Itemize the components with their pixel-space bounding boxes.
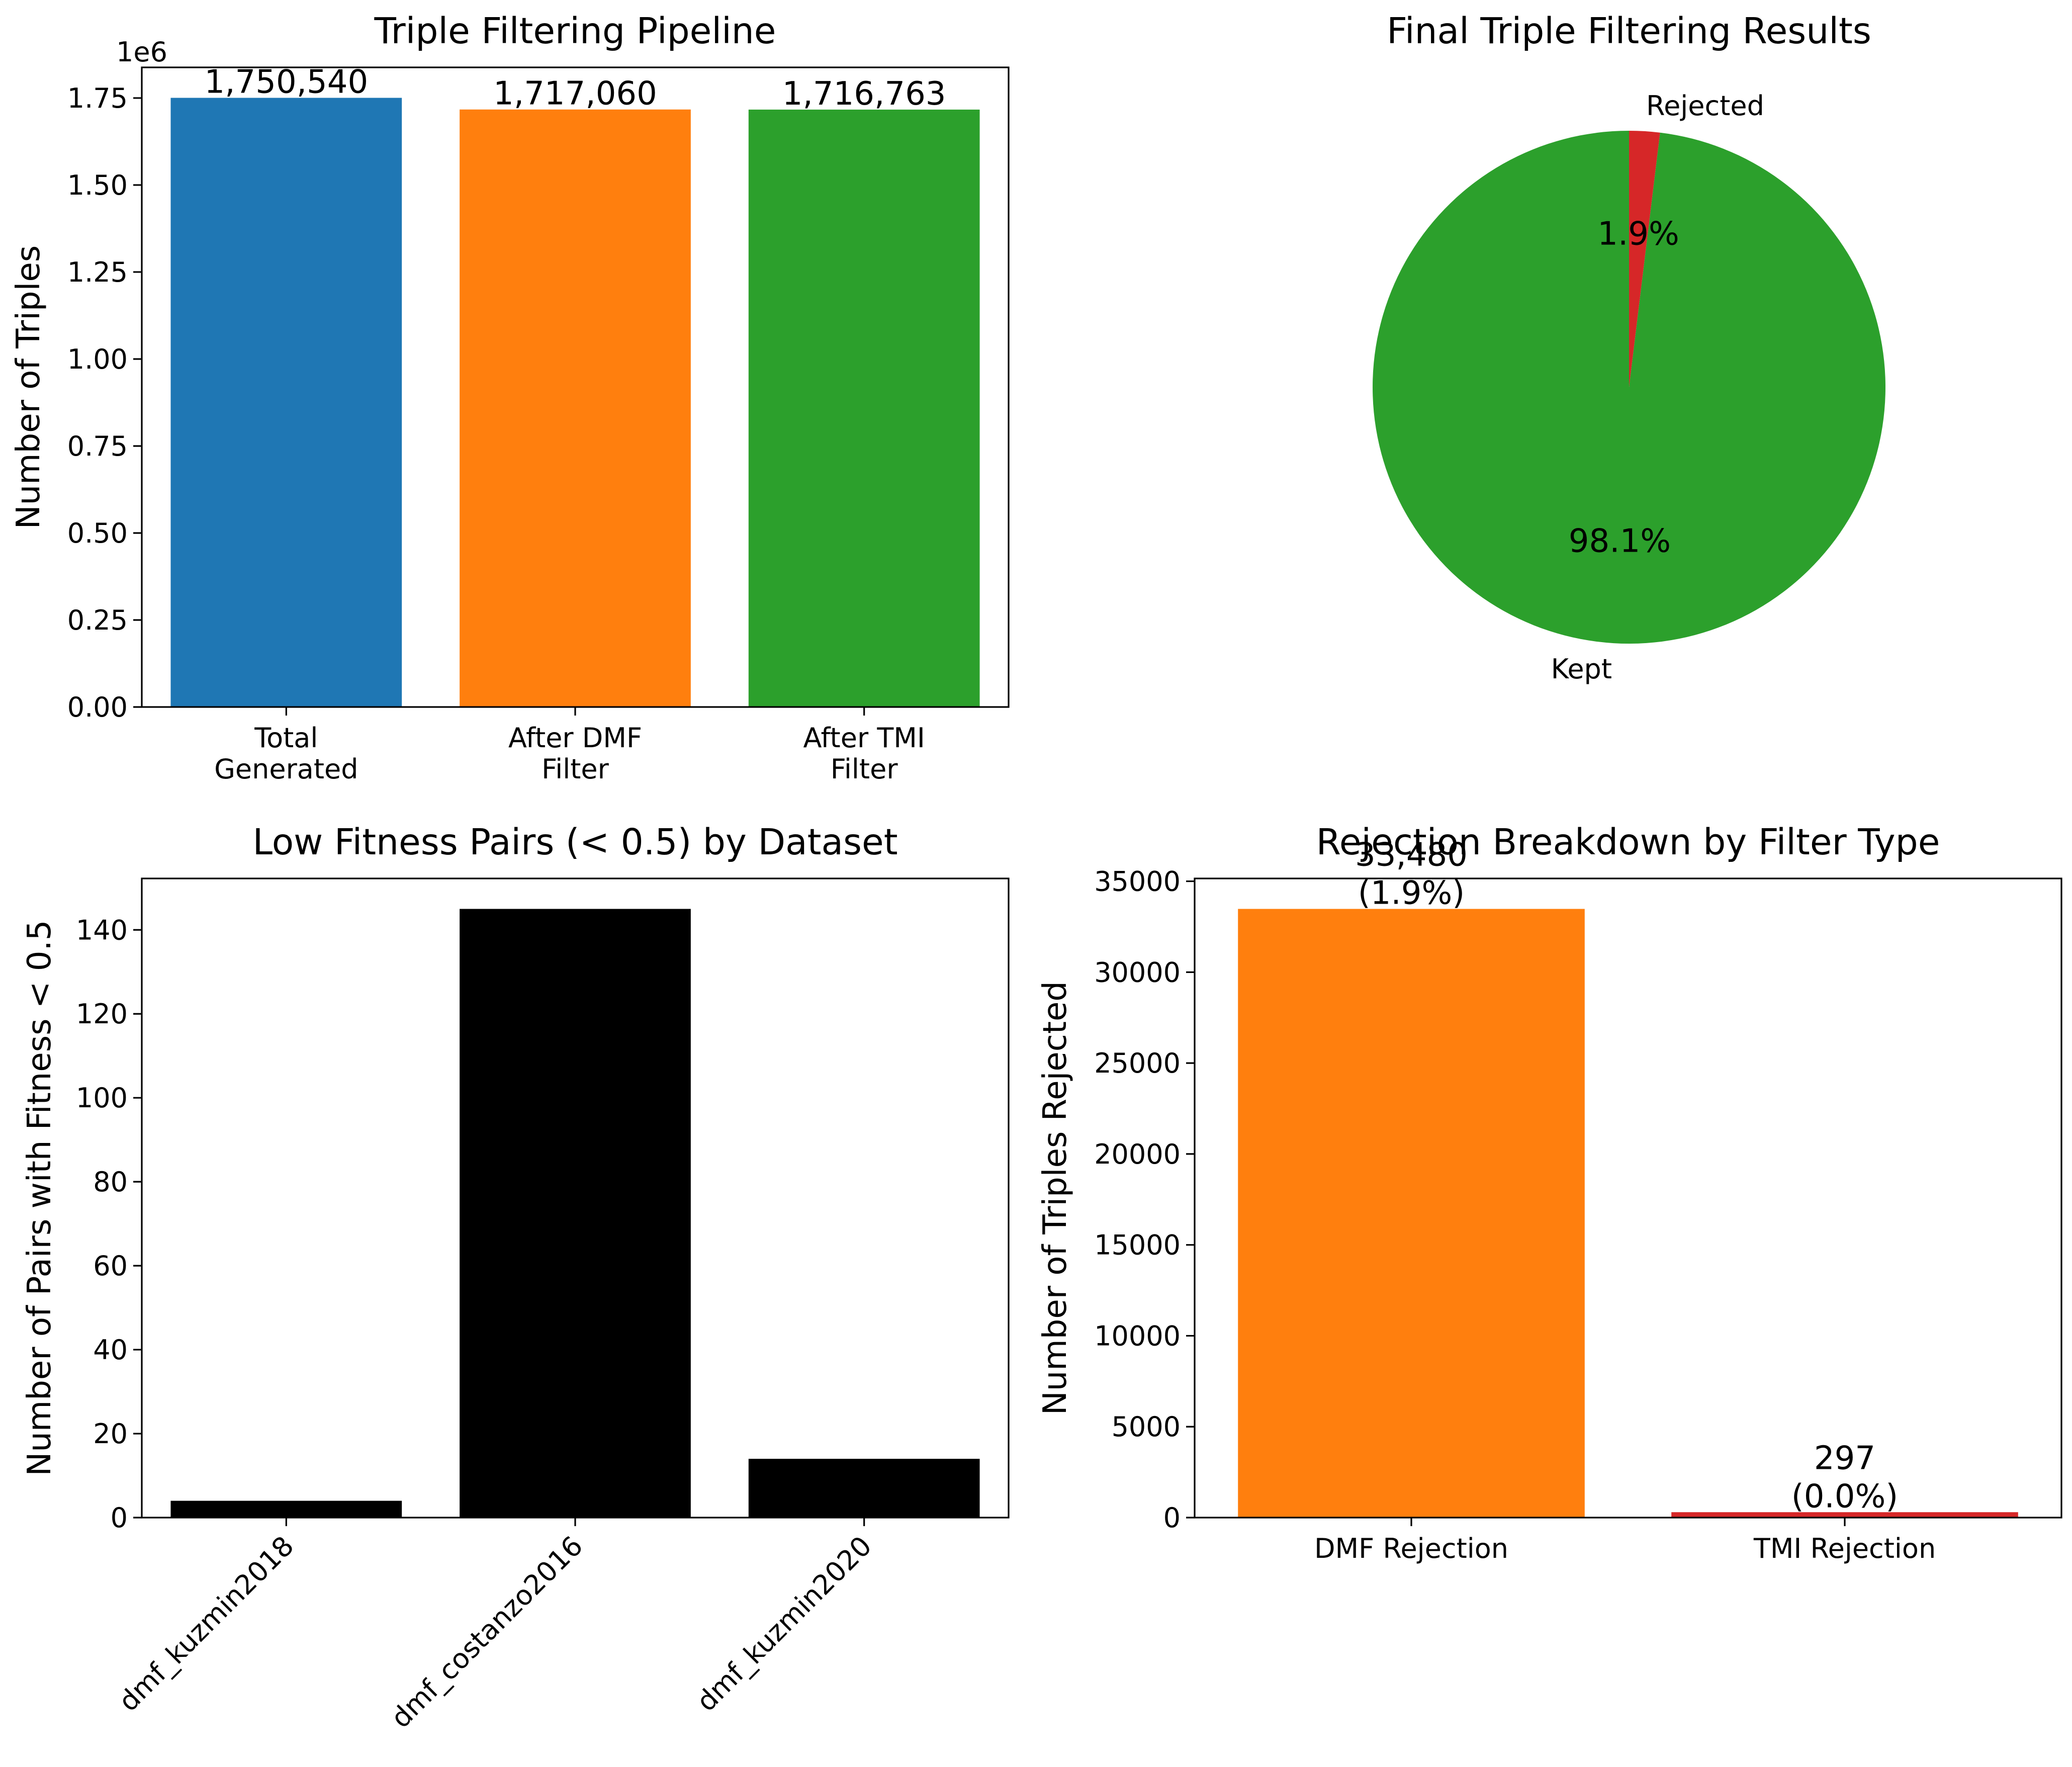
x-tick-label-0: dmf_kuzmin2018 xyxy=(113,1530,300,1718)
y-tick-label-7: 1.75 xyxy=(67,82,128,114)
bar-0 xyxy=(170,1500,402,1518)
text-line: 297 xyxy=(1814,1440,1875,1477)
chart-title: Final Triple Filtering Results xyxy=(1387,10,1871,52)
y-tick-label-4: 1.00 xyxy=(67,343,128,375)
text-line: 1,716,763 xyxy=(782,75,946,113)
data-label-0: 33,480 (1.9%) xyxy=(1355,837,1468,912)
x-tick-label-1: After DMF Filter xyxy=(508,722,642,785)
y-tick-label-3: 0.75 xyxy=(67,430,128,462)
pipeline-chart: 0.00 0.25 0.50 0.75 1.00 1.25 1.50 1.75 Total Gen… xyxy=(10,10,1010,785)
x-tick-label-0: Total Generated xyxy=(214,722,358,785)
y-tick-label-7: 140 xyxy=(76,914,128,946)
y-tick-label-1: 5000 xyxy=(1112,1411,1181,1443)
y-tick-label-2: 10000 xyxy=(1094,1320,1181,1352)
text-line: (1.9%) xyxy=(1358,875,1465,912)
text-line: 1,750,540 xyxy=(204,64,368,101)
pie-slice-0 xyxy=(1373,131,1886,644)
pie-label-1: Rejected xyxy=(1646,90,1764,122)
bar-0 xyxy=(1238,909,1585,1518)
pie-percent-1: 1.9% xyxy=(1597,216,1679,253)
y-tick-label-4: 80 xyxy=(93,1166,128,1198)
y-tick-label-5: 1.25 xyxy=(67,256,128,288)
y-tick-label-3: 60 xyxy=(93,1250,128,1282)
text-line: After TMI xyxy=(803,722,925,754)
y-tick-label-2: 0.50 xyxy=(67,517,128,549)
y-tick-label-5: 100 xyxy=(76,1082,128,1114)
y-axis-label: Number of Pairs with Fitness < 0.5 xyxy=(21,920,58,1476)
bar-1 xyxy=(460,909,691,1518)
y-tick-label-0: 0 xyxy=(111,1502,128,1534)
chart-title: Triple Filtering Pipeline xyxy=(374,10,776,52)
text-line: Filter xyxy=(542,753,609,785)
y-tick-label-4: 20000 xyxy=(1094,1138,1181,1170)
y-tick-label-6: 1.50 xyxy=(67,169,128,201)
pie-label-0: Kept xyxy=(1551,653,1612,685)
rejection-breakdown-chart: 0 5000 10000 15000 20000 25000 30000 35000 DMF R… xyxy=(1037,821,2062,1564)
bar-1 xyxy=(1671,1512,2018,1518)
y-tick-label-3: 15000 xyxy=(1094,1229,1181,1261)
data-label-0: 1,750,540 xyxy=(204,64,368,101)
text-line: Filter xyxy=(831,753,898,785)
bar-1 xyxy=(460,109,691,708)
y-offset-label: 1e6 xyxy=(116,36,167,68)
bar-2 xyxy=(748,109,980,707)
x-tick-label-1: dmf_costanzo2016 xyxy=(385,1530,589,1734)
y-tick-label-0: 0.00 xyxy=(67,691,128,723)
bar-0 xyxy=(170,98,402,708)
text-line: 33,480 xyxy=(1355,837,1468,874)
y-tick-label-6: 30000 xyxy=(1094,956,1181,988)
pie-percent-0: 98.1% xyxy=(1569,522,1671,560)
text-line: (0.0%) xyxy=(1791,1478,1899,1515)
y-tick-label-1: 0.25 xyxy=(67,604,128,636)
text-line: DMF Rejection xyxy=(1314,1533,1508,1564)
y-tick-label-7: 35000 xyxy=(1094,866,1181,898)
text-line: Total xyxy=(254,722,318,754)
data-label-2: 1,716,763 xyxy=(782,75,946,113)
text-line: Generated xyxy=(214,753,358,785)
data-label-1: 297 (0.0%) xyxy=(1791,1440,1899,1515)
chart-title: Rejection Breakdown by Filter Type xyxy=(1316,821,1940,863)
data-label-1: 1,717,060 xyxy=(493,75,657,113)
y-tick-label-0: 0 xyxy=(1163,1502,1181,1534)
axes-frame xyxy=(1194,877,2062,1519)
bar-2 xyxy=(748,1459,980,1518)
low-fitness-pairs-chart: 0 20 40 60 80 100 120 140 dmf_kuzmin2018 dmf_cost… xyxy=(21,821,1010,1734)
x-tick-label-0: DMF Rejection xyxy=(1314,1533,1508,1564)
text-line: 1,717,060 xyxy=(493,75,657,113)
y-axis-label: Number of Triples xyxy=(10,245,47,529)
y-tick-label-1: 20 xyxy=(93,1418,128,1450)
y-tick-label-5: 25000 xyxy=(1094,1047,1181,1079)
y-tick-label-6: 120 xyxy=(76,998,128,1030)
y-tick-label-2: 40 xyxy=(93,1334,128,1366)
x-tick-label-2: After TMI Filter xyxy=(803,722,925,785)
text-line: After DMF xyxy=(508,722,642,754)
y-axis-label: Number of Triples Rejected xyxy=(1037,981,1074,1415)
x-tick-label-1: TMI Rejection xyxy=(1753,1533,1936,1564)
text-line: TMI Rejection xyxy=(1753,1533,1936,1564)
chart-title: Low Fitness Pairs (< 0.5) by Dataset xyxy=(252,821,897,863)
x-tick-label-2: dmf_kuzmin2020 xyxy=(690,1530,878,1718)
filtering-results-pie-chart: Kept 98.1% Rejected 1.9% Final Triple Filter… xyxy=(1373,10,1886,685)
pie-slice-1 xyxy=(1629,131,1660,387)
